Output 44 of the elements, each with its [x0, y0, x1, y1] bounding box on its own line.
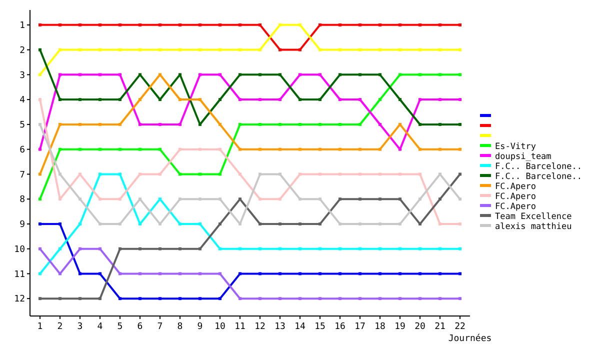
x-tick-label: 2: [57, 322, 63, 332]
x-tick-label: 6: [137, 322, 143, 332]
legend-label: Team Excellence: [495, 212, 572, 222]
x-tick-label: 14: [294, 322, 306, 332]
x-tick-label: 9: [197, 322, 203, 332]
y-tick-label: 5: [20, 120, 25, 131]
x-tick-label: 10: [214, 322, 226, 332]
legend-label: FC.Apero: [495, 192, 536, 202]
legend-label: alexis matthieu: [495, 222, 572, 232]
y-tick-label: 11: [14, 270, 25, 280]
y-tick-label: 4: [20, 96, 25, 106]
y-tick-label: 6: [20, 145, 25, 156]
legend-label: F.C.. Barcelone..: [495, 172, 582, 182]
y-tick-label: 8: [20, 195, 25, 206]
y-tick-label: 2: [20, 46, 25, 56]
x-tick-label: 17: [354, 322, 366, 332]
x-tick-label: 8: [177, 322, 183, 332]
x-tick-label: 18: [374, 322, 386, 332]
legend-label: F.C.. Barcelone..: [495, 162, 582, 172]
y-tick-label: 1: [20, 21, 25, 32]
x-tick-label: 3: [77, 322, 83, 332]
x-tick-label: 7: [157, 322, 163, 332]
x-tick-label: 19: [394, 322, 406, 332]
y-tick-label: 12: [14, 294, 25, 305]
legend-label: Es-Vitry: [495, 142, 536, 152]
y-tick-label: 9: [20, 220, 25, 230]
x-tick-label: 5: [117, 322, 123, 332]
x-tick-label: 13: [274, 322, 286, 332]
x-tick-label: 20: [414, 322, 426, 332]
legend-label: doupsi_team: [495, 152, 552, 162]
y-tick-label: 3: [20, 70, 25, 81]
y-tick-label: 7: [20, 170, 25, 180]
x-tick-label: 12: [254, 322, 266, 332]
x-tick-label: 16: [334, 322, 346, 332]
x-tick-label: 4: [97, 322, 103, 332]
legend-label: FC.Apero: [495, 182, 536, 192]
legend-label: FC.Apero: [495, 202, 536, 212]
x-axis-title: Journées: [448, 333, 492, 344]
x-tick-label: 11: [234, 322, 246, 332]
x-tick-label: 1: [37, 322, 43, 332]
x-tick-label: 21: [434, 322, 446, 332]
y-tick-label: 10: [14, 244, 25, 255]
x-tick-label: 15: [314, 322, 326, 332]
x-tick-label: 22: [454, 322, 466, 332]
